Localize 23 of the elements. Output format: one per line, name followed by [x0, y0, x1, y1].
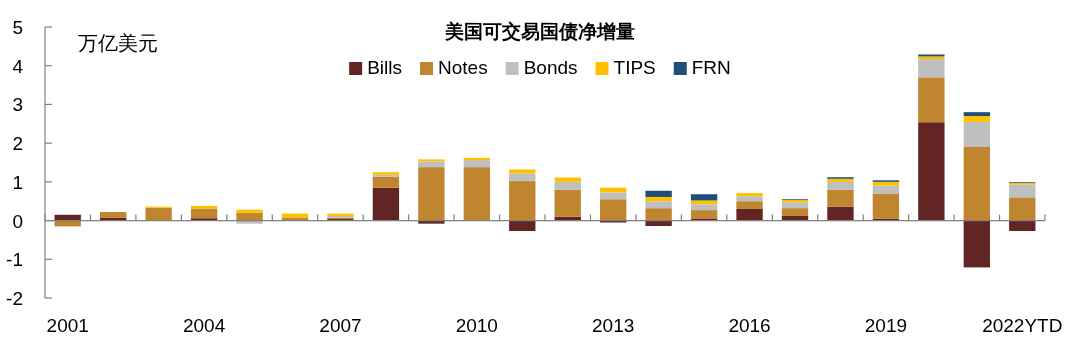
legend-label: Bills	[367, 57, 403, 78]
y-tick-label: 2	[12, 133, 23, 155]
legend-label: Notes	[438, 57, 488, 78]
y-tick-label: 0	[12, 210, 23, 232]
y-tick-label: 4	[12, 55, 24, 77]
y-tick-label: 1	[12, 171, 23, 193]
x-tick-label: 2022YTD	[982, 315, 1063, 336]
y-tick-label: 5	[12, 17, 23, 38]
legend-label: TIPS	[613, 57, 656, 78]
y-tick-label: 3	[12, 94, 23, 116]
y-tick-label: -2	[6, 288, 23, 309]
x-tick-label: 2013	[592, 315, 635, 336]
x-tick-label: 2019	[864, 315, 908, 336]
x-tick-label: 2004	[182, 315, 226, 336]
x-tick-label: 2007	[319, 315, 362, 336]
y-tick-label: -1	[6, 249, 23, 271]
legend-label: Bonds	[523, 57, 578, 78]
y-axis-title: 万亿美元	[78, 32, 158, 54]
x-tick-label: 2016	[728, 315, 771, 336]
chart-title: 美国可交易国债净增量	[444, 21, 635, 42]
legend-label: FRN	[691, 57, 731, 78]
x-tick-label: 2001	[46, 315, 89, 336]
x-tick-label: 2010	[455, 315, 498, 336]
